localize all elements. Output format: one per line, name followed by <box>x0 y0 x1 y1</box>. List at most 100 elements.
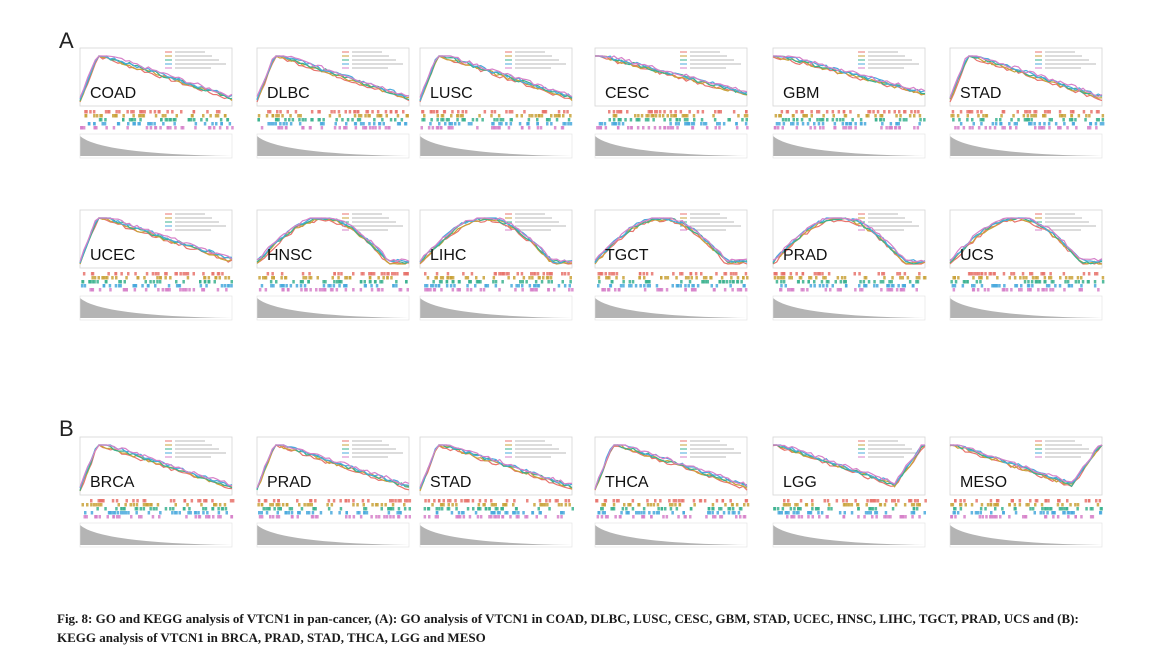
hit-marker <box>1063 122 1066 126</box>
hit-marker <box>494 507 498 511</box>
hit-marker <box>507 276 510 280</box>
hit-marker <box>979 511 982 515</box>
hit-marker <box>268 110 272 114</box>
hit-marker <box>776 507 780 511</box>
enrichment-plot-frame <box>419 209 573 269</box>
hit-marker <box>142 507 146 511</box>
hit-marker <box>652 511 656 515</box>
hit-marker <box>289 122 293 126</box>
hit-marker <box>141 110 144 114</box>
hit-marker <box>571 288 574 292</box>
hit-marker <box>83 284 87 288</box>
hit-marker <box>730 503 734 507</box>
hit-marker <box>542 503 545 507</box>
hit-marker <box>141 284 144 288</box>
hit-marker <box>980 276 983 280</box>
hit-marker <box>175 114 178 118</box>
hit-marker <box>534 280 538 284</box>
hit-marker <box>1042 114 1045 118</box>
hit-marker <box>521 284 524 288</box>
hit-marker <box>999 118 1002 122</box>
hit-marker <box>490 114 493 118</box>
hit-marker <box>458 515 462 519</box>
hit-marker <box>1015 284 1019 288</box>
hit-marker <box>223 284 227 288</box>
hit-marker <box>164 288 168 292</box>
hit-marker <box>93 276 97 280</box>
hit-marker <box>968 126 972 130</box>
hit-marker <box>348 110 352 114</box>
hit-marker <box>609 284 613 288</box>
hit-marker <box>863 122 867 126</box>
hit-marker <box>731 511 735 515</box>
hit-marker <box>371 110 374 114</box>
hit-marker <box>137 122 140 126</box>
cancer-type-label: LGG <box>783 474 817 491</box>
hit-marker <box>343 284 346 288</box>
hit-marker <box>648 284 651 288</box>
hit-marker <box>850 503 854 507</box>
hit-marker <box>1048 126 1051 130</box>
hit-marker <box>603 499 607 503</box>
hit-marker <box>908 499 911 503</box>
hit-marker <box>950 515 953 519</box>
hit-marker <box>458 280 461 284</box>
hit-marker <box>438 122 441 126</box>
hit-marker <box>994 507 997 511</box>
hit-marker <box>221 272 224 276</box>
hit-marker <box>449 499 452 503</box>
hit-marker <box>320 126 324 130</box>
hit-marker <box>269 515 272 519</box>
ranked-metric-frame <box>256 295 410 321</box>
cancer-type-label: LUSC <box>430 85 473 102</box>
hit-marker <box>873 280 876 284</box>
hit-marker <box>645 114 648 118</box>
hit-marker <box>132 122 136 126</box>
hit-marker <box>429 110 433 114</box>
hit-marker <box>545 499 548 503</box>
hit-marker <box>199 284 203 288</box>
hit-marker <box>854 499 857 503</box>
ranked-metric-area <box>773 136 925 156</box>
hit-marker <box>972 276 975 280</box>
hit-marker <box>959 507 963 511</box>
hit-marker <box>512 503 515 507</box>
hit-marker <box>918 503 921 507</box>
enrichment-curve <box>772 55 926 95</box>
hit-marker <box>185 288 188 292</box>
hit-marker <box>190 499 194 503</box>
hit-marker <box>866 499 869 503</box>
hit-marker <box>547 288 550 292</box>
hit-marker <box>815 276 818 280</box>
hit-marker <box>446 507 450 511</box>
hit-marker <box>647 110 651 114</box>
hit-marker <box>811 515 814 519</box>
hit-marker <box>712 515 715 519</box>
hit-marker <box>101 122 104 126</box>
hit-marker <box>454 499 457 503</box>
hit-marker <box>619 515 622 519</box>
hit-marker <box>394 499 397 503</box>
hit-marker <box>612 272 616 276</box>
hit-marker <box>889 122 893 126</box>
hit-marker <box>132 114 135 118</box>
hit-marker <box>335 288 339 292</box>
hit-marker <box>174 126 177 130</box>
hit-marker <box>861 288 864 292</box>
hit-marker <box>791 515 794 519</box>
hit-marker <box>912 503 916 507</box>
hit-marker <box>657 511 660 515</box>
hit-marker <box>175 284 179 288</box>
hit-marker <box>707 511 710 515</box>
hit-marker <box>617 499 620 503</box>
hit-marker <box>740 280 743 284</box>
hit-marker <box>597 276 601 280</box>
ranked-metric-area <box>257 298 409 318</box>
hit-marker <box>352 499 355 503</box>
hit-marker <box>901 276 904 280</box>
hit-marker <box>848 503 851 507</box>
cancer-type-label: TGCT <box>605 247 649 264</box>
hit-marker <box>108 284 112 288</box>
hit-marker <box>864 511 868 515</box>
hit-marker <box>426 276 430 280</box>
